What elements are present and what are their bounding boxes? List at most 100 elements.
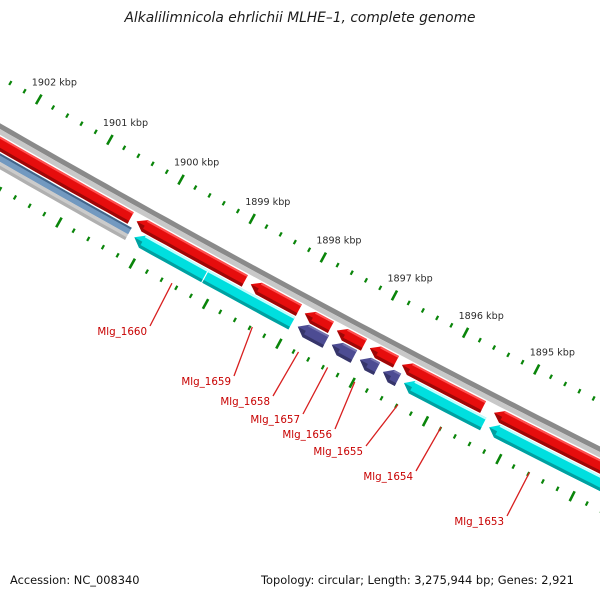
ruler-kbp-label: 1902 kbp <box>32 77 77 88</box>
gene-feature[interactable] <box>369 346 399 368</box>
gene-feature[interactable] <box>402 363 486 413</box>
gene-feature[interactable] <box>136 220 248 287</box>
gene-feature-mlg_1660[interactable] <box>134 235 208 283</box>
gene-feature-top-bevel <box>347 329 367 341</box>
inner-minor-tick <box>335 372 340 378</box>
outer-minor-tick <box>136 153 141 159</box>
outer-major-tick <box>177 174 185 186</box>
gene-arrow-tip-shade <box>250 284 259 295</box>
outer-minor-tick <box>122 145 127 151</box>
inner-minor-tick <box>86 236 91 242</box>
gene-label-mlg_1653[interactable]: Mlg_1653 <box>454 516 504 528</box>
outer-minor-tick <box>93 129 98 135</box>
outer-minor-tick <box>50 104 56 111</box>
outer-minor-tick <box>349 270 354 276</box>
outer-major-tick <box>34 93 43 105</box>
gene-arrow-tip-shade <box>404 383 412 394</box>
inner-minor-tick <box>42 211 47 217</box>
gene-feature-top-bevel <box>370 357 381 365</box>
gene-feature-top-bevel <box>499 425 600 478</box>
gene-label-mlg_1660[interactable]: Mlg_1660 <box>97 326 147 338</box>
gene-label-mlg_1655[interactable]: Mlg_1655 <box>313 446 363 458</box>
gene-feature-mlg_1655[interactable] <box>383 369 402 386</box>
gene-feature-mlg_1659[interactable] <box>202 270 296 330</box>
inner-major-tick <box>568 490 576 502</box>
ruler-kbp-label: 1898 kbp <box>316 235 361 246</box>
gene-feature-bottom-bevel <box>0 147 130 224</box>
inner-minor-tick <box>320 364 325 370</box>
gene-feature-top-bevel <box>414 380 487 420</box>
inner-minor-tick <box>262 333 267 339</box>
inner-major-tick <box>128 258 137 269</box>
outer-minor-tick <box>577 388 582 394</box>
inner-major-tick <box>421 415 430 427</box>
outer-minor-tick <box>264 224 269 230</box>
map-title: Alkalilimnicola ehrlichii MLHE–1, comple… <box>123 10 475 26</box>
ruler-kbp-label: 1901 kbp <box>103 118 148 129</box>
outer-major-tick <box>533 363 541 375</box>
outer-minor-tick <box>378 285 383 291</box>
gene-feature-top-bevel <box>260 282 302 307</box>
gene-feature-top-bevel <box>308 324 330 338</box>
inner-minor-tick <box>511 463 516 470</box>
inner-major-tick <box>55 217 63 228</box>
inner-minor-tick <box>364 387 369 394</box>
gene-arrow-tip-shade <box>359 359 368 371</box>
gene-label-mlg_1658[interactable]: Mlg_1658 <box>220 396 270 408</box>
gene-feature-bottom-bevel <box>255 291 298 316</box>
outer-minor-tick <box>207 192 212 198</box>
outer-major-tick <box>390 289 399 301</box>
inner-major-tick <box>348 377 356 389</box>
outer-minor-tick <box>22 88 27 94</box>
gene-arrow-tip-shade <box>402 364 410 375</box>
gene-label-mlg_1659[interactable]: Mlg_1659 <box>181 376 231 388</box>
outer-minor-tick <box>65 113 70 119</box>
outer-minor-tick <box>491 344 497 351</box>
gene-arrow-tip-shade <box>383 371 391 383</box>
gene-feature-mlg_1654[interactable] <box>404 380 487 431</box>
gene-label-mlg_1657[interactable]: Mlg_1657 <box>250 414 300 426</box>
gene-feature-bottom-bevel <box>494 434 600 492</box>
outer-minor-tick <box>435 315 440 321</box>
gene-feature[interactable] <box>0 126 134 224</box>
gene-feature-bottom-bevel <box>141 228 244 287</box>
gene-label-leader <box>272 351 300 397</box>
gene-feature-mlg_1656[interactable] <box>359 357 381 375</box>
gene-arrow-tip-shade <box>134 237 143 248</box>
inner-minor-tick <box>555 486 560 492</box>
gene-feature-bottom-bevel <box>406 372 482 413</box>
gene-feature-top-bevel <box>315 311 334 324</box>
gene-feature-bottom-bevel <box>0 165 127 240</box>
ruler-kbp-label: 1899 kbp <box>245 197 290 208</box>
inner-minor-tick <box>100 244 105 250</box>
outer-minor-tick <box>150 161 155 167</box>
outer-minor-tick <box>8 80 13 86</box>
gene-feature[interactable] <box>250 282 302 316</box>
gene-feature-bottom-bevel <box>364 367 376 375</box>
gene-feature-top-bevel <box>380 346 399 358</box>
gene-arrow-tip-shade <box>331 344 340 356</box>
gene-feature-bottom-bevel <box>341 337 363 351</box>
gene-feature-bottom-bevel <box>309 320 330 333</box>
gene-arrow-tip-shade <box>336 330 345 341</box>
backbone-arc <box>0 123 600 452</box>
accession-caption: Accession: NC_008340 <box>10 573 139 587</box>
gene-feature-top-bevel <box>412 363 486 404</box>
gene-feature[interactable] <box>336 329 367 351</box>
outer-minor-tick <box>449 322 454 328</box>
gene-label-mlg_1656[interactable]: Mlg_1656 <box>282 429 332 441</box>
gene-feature[interactable] <box>304 311 334 333</box>
gene-feature-bottom-bevel <box>336 352 353 363</box>
gene-feature-mlg_1658[interactable] <box>297 324 330 348</box>
inner-minor-tick <box>0 186 3 192</box>
outer-minor-tick <box>563 381 568 387</box>
gene-label-leader <box>365 404 399 447</box>
outer-minor-tick <box>221 200 226 206</box>
gene-label-mlg_1654[interactable]: Mlg_1654 <box>363 471 413 483</box>
gene-feature-bottom-bevel <box>499 419 600 474</box>
inner-minor-tick <box>379 395 384 401</box>
outer-minor-tick <box>548 374 553 380</box>
gene-label-leader <box>149 282 173 327</box>
gene-feature-top-bevel <box>146 220 248 277</box>
